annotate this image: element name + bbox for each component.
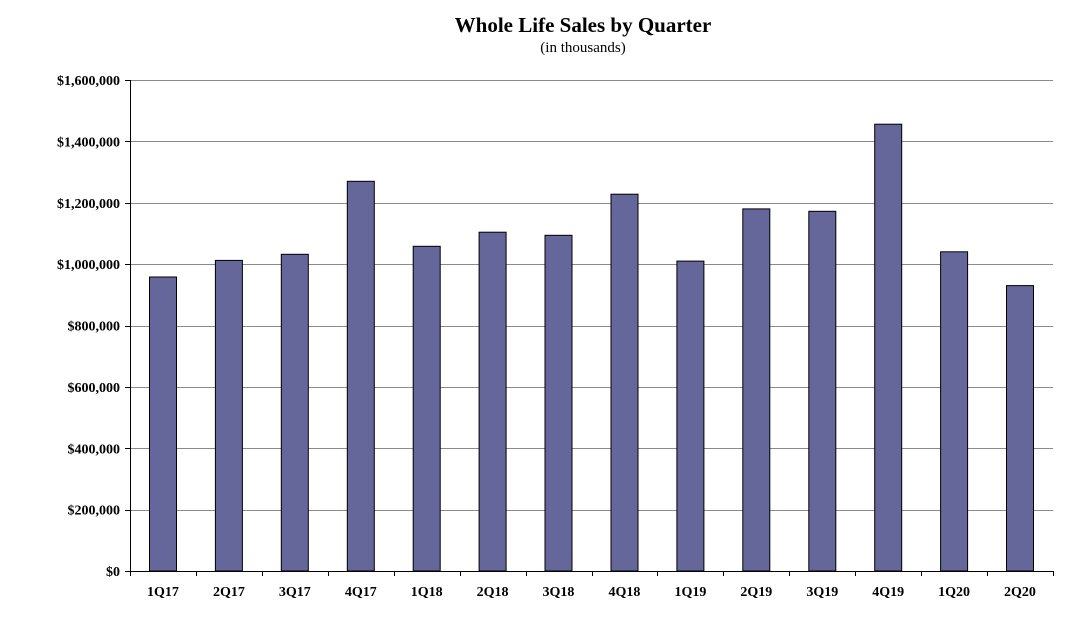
x-tick-label: 4Q18 bbox=[609, 585, 641, 600]
y-axis-tick-labels: $0 $200,000 $400,000 $600,000 $800,000 $1,000… bbox=[57, 74, 120, 580]
bar-4Q19 bbox=[874, 123, 903, 572]
y-tick-label: $200,000 bbox=[68, 504, 121, 519]
x-axis-tick-labels: 1Q17 2Q17 3Q17 4Q17 1Q18 2Q18 3Q18 4Q18 1Q19 2Q19… bbox=[147, 585, 1036, 600]
bar-1Q19 bbox=[676, 260, 705, 572]
x-tick-label: 1Q19 bbox=[674, 585, 706, 600]
x-tick-label: 2Q20 bbox=[1004, 585, 1036, 600]
x-tick-label: 1Q17 bbox=[147, 585, 179, 600]
x-tick-label: 3Q17 bbox=[279, 585, 311, 600]
bar-3Q19 bbox=[808, 210, 837, 572]
bar-3Q17 bbox=[280, 253, 309, 572]
y-tick-label: $600,000 bbox=[68, 381, 121, 396]
bar-2Q20 bbox=[1006, 285, 1034, 572]
bar-4Q18 bbox=[610, 193, 639, 572]
y-tick-label: $800,000 bbox=[68, 320, 121, 335]
bar-2Q17 bbox=[214, 259, 243, 572]
chart-title: Whole Life Sales by Quarter bbox=[455, 13, 712, 37]
bar-1Q18 bbox=[412, 245, 441, 572]
bar-2Q19 bbox=[742, 208, 771, 572]
x-tick-label: 2Q18 bbox=[477, 585, 509, 600]
axes bbox=[125, 80, 1054, 576]
x-tick-label: 3Q19 bbox=[806, 585, 838, 600]
chart-subtitle: (in thousands) bbox=[540, 40, 625, 56]
bar-1Q20 bbox=[940, 251, 969, 572]
x-tick-label: 3Q18 bbox=[543, 585, 575, 600]
x-tick-label: 4Q17 bbox=[345, 585, 377, 600]
bar-3Q18 bbox=[544, 234, 573, 572]
bars bbox=[149, 123, 1034, 572]
y-tick-label: $1,000,000 bbox=[57, 258, 120, 273]
y-tick-label: $1,600,000 bbox=[57, 74, 120, 89]
x-tick-label: 4Q19 bbox=[872, 585, 904, 600]
gridlines bbox=[130, 80, 1053, 511]
x-tick-label: 2Q19 bbox=[740, 585, 772, 600]
y-tick-label: $0 bbox=[106, 565, 120, 580]
y-tick-label: $400,000 bbox=[68, 442, 121, 457]
x-tick-label: 1Q18 bbox=[411, 585, 443, 600]
bar-2Q18 bbox=[478, 231, 507, 572]
y-tick-label: $1,400,000 bbox=[57, 135, 120, 150]
y-tick-label: $1,200,000 bbox=[57, 197, 120, 212]
x-tick-label: 1Q20 bbox=[938, 585, 970, 600]
bar-4Q17 bbox=[346, 180, 375, 572]
x-tick-label: 2Q17 bbox=[213, 585, 245, 600]
bar-1Q17 bbox=[149, 276, 177, 572]
